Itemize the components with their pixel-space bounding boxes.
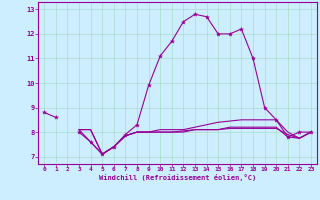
X-axis label: Windchill (Refroidissement éolien,°C): Windchill (Refroidissement éolien,°C) <box>99 174 256 181</box>
